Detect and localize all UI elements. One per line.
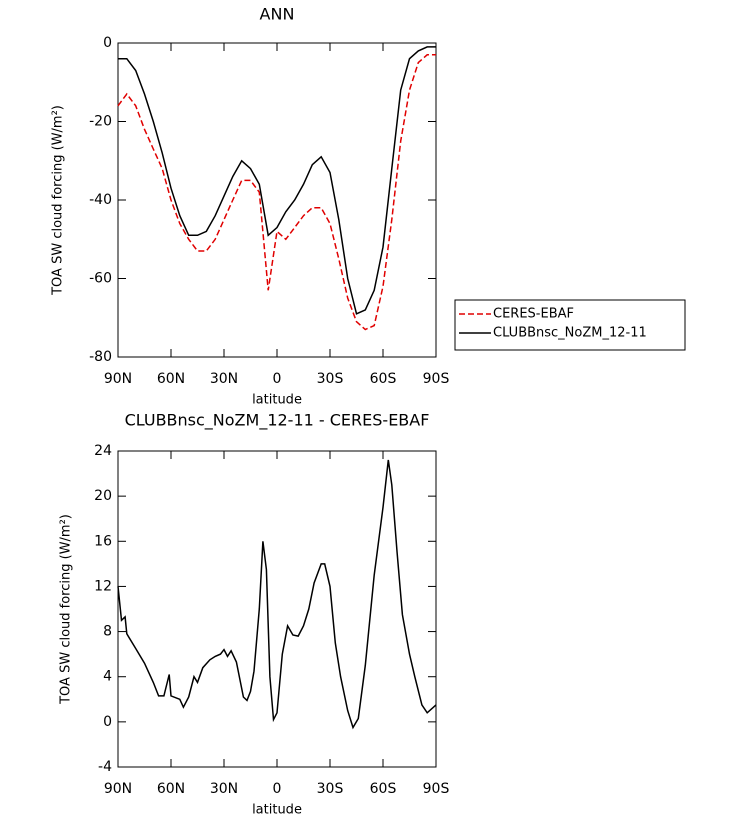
x-tick-label: 30S <box>317 371 344 387</box>
y-tick-label: 0 <box>103 714 112 730</box>
y-tick-label: 4 <box>103 669 112 685</box>
x-axis-label: latitude <box>252 393 302 408</box>
data-line <box>117 459 437 730</box>
y-tick-label: -4 <box>98 759 112 775</box>
x-tick-label: 0 <box>273 781 282 797</box>
y-tick-label: 0 <box>103 35 112 51</box>
y-tick-label: -60 <box>89 271 112 287</box>
y-tick-label: 16 <box>94 533 112 549</box>
x-tick-label: 90S <box>423 781 450 797</box>
x-tick-label: 30N <box>210 781 238 797</box>
legend-box <box>454 299 686 351</box>
chart-title: ANN <box>260 5 295 24</box>
y-axis-label: TOA SW cloud forcing (W/m²) <box>51 105 66 296</box>
x-tick-label: 60S <box>370 781 397 797</box>
x-tick-label: 0 <box>273 371 282 387</box>
x-tick-label: 30N <box>210 371 238 387</box>
y-tick-label: 24 <box>94 443 112 459</box>
y-tick-label: -80 <box>89 349 112 365</box>
x-tick-label: 90S <box>423 371 450 387</box>
x-tick-label: 90N <box>104 371 132 387</box>
y-axis-label: TOA SW cloud forcing (W/m²) <box>59 514 74 705</box>
chart-title: CLUBBnsc_NoZM_12-11 - CERES-EBAF <box>125 411 430 431</box>
y-tick-label: 20 <box>94 488 112 504</box>
x-tick-label: 60N <box>157 371 185 387</box>
x-tick-label: 30S <box>317 781 344 797</box>
legend-label: CLUBBnsc_NoZM_12-11 <box>493 326 647 341</box>
x-tick-label: 60N <box>157 781 185 797</box>
x-axis-label: latitude <box>252 803 302 818</box>
y-tick-label: -40 <box>89 192 112 208</box>
y-tick-label: 8 <box>103 624 112 640</box>
y-tick-label: -20 <box>89 114 112 130</box>
x-tick-label: 60S <box>370 371 397 387</box>
y-tick-label: 12 <box>94 578 112 594</box>
data-line <box>118 46 436 315</box>
legend-label: CERES-EBAF <box>493 307 574 322</box>
data-line <box>117 54 436 331</box>
x-tick-label: 90N <box>104 781 132 797</box>
plot-frame <box>117 450 437 768</box>
